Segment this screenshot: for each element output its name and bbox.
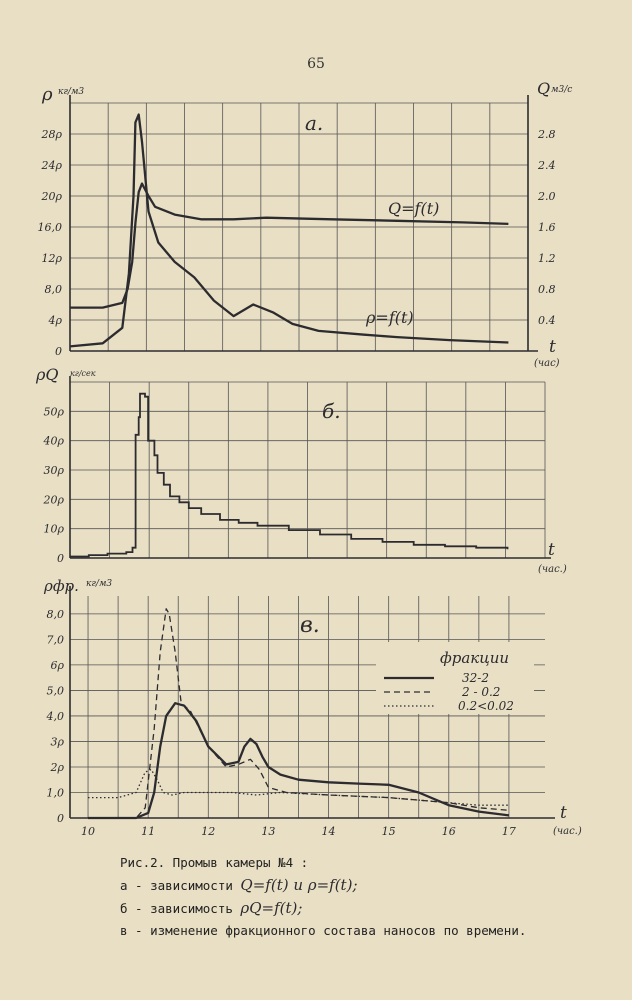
- caption-a-formula: Q=f(t) и ρ=f(t);: [240, 876, 358, 894]
- panel-a-left-tick-3: 12ρ: [42, 252, 63, 265]
- panel-b-chart: 0 10ρ 20ρ 30ρ 40ρ 50ρ ρQ кг/сек б. t (час.): [35, 365, 567, 575]
- panel-c-left-tick-3: 3ρ: [51, 735, 65, 748]
- panel-a-right-tick-6: 2.8: [537, 128, 556, 141]
- panel-b-left-tick-4: 40ρ: [43, 435, 65, 448]
- panel-b-left-tick-3: 30ρ: [44, 464, 65, 477]
- caption-line-a: а - зависимости Q=f(t) и ρ=f(t);: [120, 874, 620, 897]
- panel-c-x-tick-3: 13: [261, 825, 275, 838]
- panel-b-x-axis-symbol: t: [548, 540, 555, 560]
- panel-c-label: в.: [300, 613, 320, 638]
- panel-c-x-tick-5: 15: [382, 825, 396, 838]
- panel-c-left-tick-0: 0: [57, 812, 64, 825]
- panel-a-right-tick-3: 1.6: [538, 221, 556, 234]
- panel-c-left-tick-5: 5,0: [47, 684, 65, 697]
- panel-a-right-axis-symbol: Q: [537, 79, 550, 98]
- panel-c-x-tick-2: 12: [201, 825, 215, 838]
- panel-a-left-tick-2: 8,0: [45, 283, 63, 296]
- panel-c-x-axis-symbol: t: [560, 803, 567, 823]
- panel-b-left-tick-0: 0: [57, 552, 64, 565]
- fraction-series-line-1: [88, 702, 510, 820]
- panel-b-left-tick-1: 10ρ: [44, 523, 65, 536]
- panel-a-right-tick-1: 0.8: [538, 283, 556, 296]
- panel-c-chart: 0 1,0 2ρ 3ρ 4,0 5,0 6ρ 7,0 8,0 10 11 12 13 14 15 16 17 ρ…: [43, 577, 582, 838]
- panel-a-left-tick-4: 16,0: [38, 221, 63, 234]
- panel-c-x-tick-7: 17: [502, 825, 516, 838]
- panel-a-left-tick-0: 0: [55, 345, 62, 358]
- panel-c-left-tick-1: 1,0: [47, 786, 65, 799]
- panel-a-right-tick-4: 2.0: [537, 190, 556, 203]
- fraction-series-line-3: [88, 768, 509, 806]
- panel-a-grid: 0 4ρ 8,0 12ρ 16,0 20ρ 24ρ 28ρ 0.4 0.8 1.2 1.6 2.0 2.4…: [38, 95, 556, 358]
- panel-a-left-tick-5: 20ρ: [41, 190, 63, 203]
- caption-b-prefix: б - зависимость: [120, 901, 233, 916]
- panel-c-left-tick-8: 8,0: [47, 608, 65, 621]
- panel-a-x-axis-unit: (час): [534, 358, 560, 369]
- panel-c-grid: 0 1,0 2ρ 3ρ 4,0 5,0 6ρ 7,0 8,0 10 11 12 13 14 15 16 17: [46, 586, 555, 838]
- panel-a-left-axis-unit: кг/м3: [58, 87, 84, 97]
- panel-a-right-axis-unit: м3/с: [551, 85, 572, 95]
- panel-c-left-tick-6: 6ρ: [51, 659, 65, 672]
- caption-line-b: б - зависимость ρQ=f(t);: [120, 897, 620, 920]
- panel-c-x-axis-unit: (час.): [553, 826, 582, 837]
- panel-b-label: б.: [322, 399, 341, 423]
- panel-c-x-tick-0: 10: [81, 825, 95, 838]
- caption-line-c: в - изменение фракционного состава нанос…: [120, 923, 527, 938]
- panel-b-left-axis-symbol: ρQ: [35, 365, 59, 384]
- panel-c-legend: фракции 32-2 2 - 0.2 0.2<0.02: [376, 642, 534, 714]
- panel-b-grid: 0 10ρ 20ρ 30ρ 40ρ 50ρ: [43, 376, 551, 565]
- panel-a-left-tick-1: 4ρ: [48, 314, 63, 327]
- panel-a-left-tick-6: 24ρ: [41, 159, 63, 172]
- panel-a-right-tick-0: 0.4: [538, 314, 556, 327]
- panel-c-x-tick-6: 16: [442, 825, 456, 838]
- figure-caption: Рис.2. Промыв камеры №4 : а - зависимост…: [120, 852, 620, 942]
- panel-b-x-axis-unit: (час.): [538, 564, 567, 575]
- panel-a-left-axis-symbol: ρ: [41, 84, 53, 105]
- panel-c-x-tick-1: 11: [141, 825, 155, 838]
- page-number: 65: [307, 56, 325, 72]
- panel-a-label: а.: [305, 111, 323, 135]
- panel-c-left-tick-4: 4,0: [46, 710, 65, 723]
- panel-b-left-axis-unit: кг/сек: [70, 369, 96, 378]
- legend-entry-3: 0.2<0.02: [458, 699, 514, 713]
- caption-b-formula: ρQ=f(t);: [240, 899, 303, 917]
- series-label-rho: ρ=f(t): [365, 308, 414, 327]
- caption-a-prefix: а - зависимости: [120, 878, 233, 893]
- panel-a-chart: 0 4ρ 8,0 12ρ 16,0 20ρ 24ρ 28ρ 0.4 0.8 1.2 1.6 2.0 2.4…: [38, 79, 573, 369]
- legend-title: фракции: [440, 649, 509, 667]
- panel-b-left-tick-5: 50ρ: [44, 405, 65, 418]
- series-line-rhoQ: [70, 392, 509, 558]
- legend-entry-2: 2 - 0.2: [461, 685, 500, 699]
- panel-a-right-tick-2: 1.2: [538, 252, 556, 265]
- legend-entry-1: 32-2: [462, 671, 489, 685]
- panel-c-left-tick-2: 2ρ: [50, 761, 65, 774]
- panel-c-left-axis-unit: кг/м3: [86, 579, 112, 589]
- panel-a-left-tick-7: 28ρ: [41, 128, 63, 141]
- panel-c-left-axis-symbol: ρфр.: [43, 577, 79, 595]
- fraction-series-line-2: [88, 608, 509, 819]
- panel-a-x-axis-symbol: t: [549, 337, 556, 357]
- panel-c-left-tick-7: 7,0: [47, 633, 65, 646]
- panel-b-left-tick-2: 20ρ: [43, 493, 65, 506]
- panel-c-x-tick-4: 14: [322, 825, 336, 838]
- series-label-Q: Q=f(t): [388, 199, 439, 218]
- series-line-rho: [69, 113, 509, 348]
- caption-title: Рис.2. Промыв камеры №4 :: [120, 855, 309, 870]
- panel-a-right-tick-5: 2.4: [537, 159, 556, 172]
